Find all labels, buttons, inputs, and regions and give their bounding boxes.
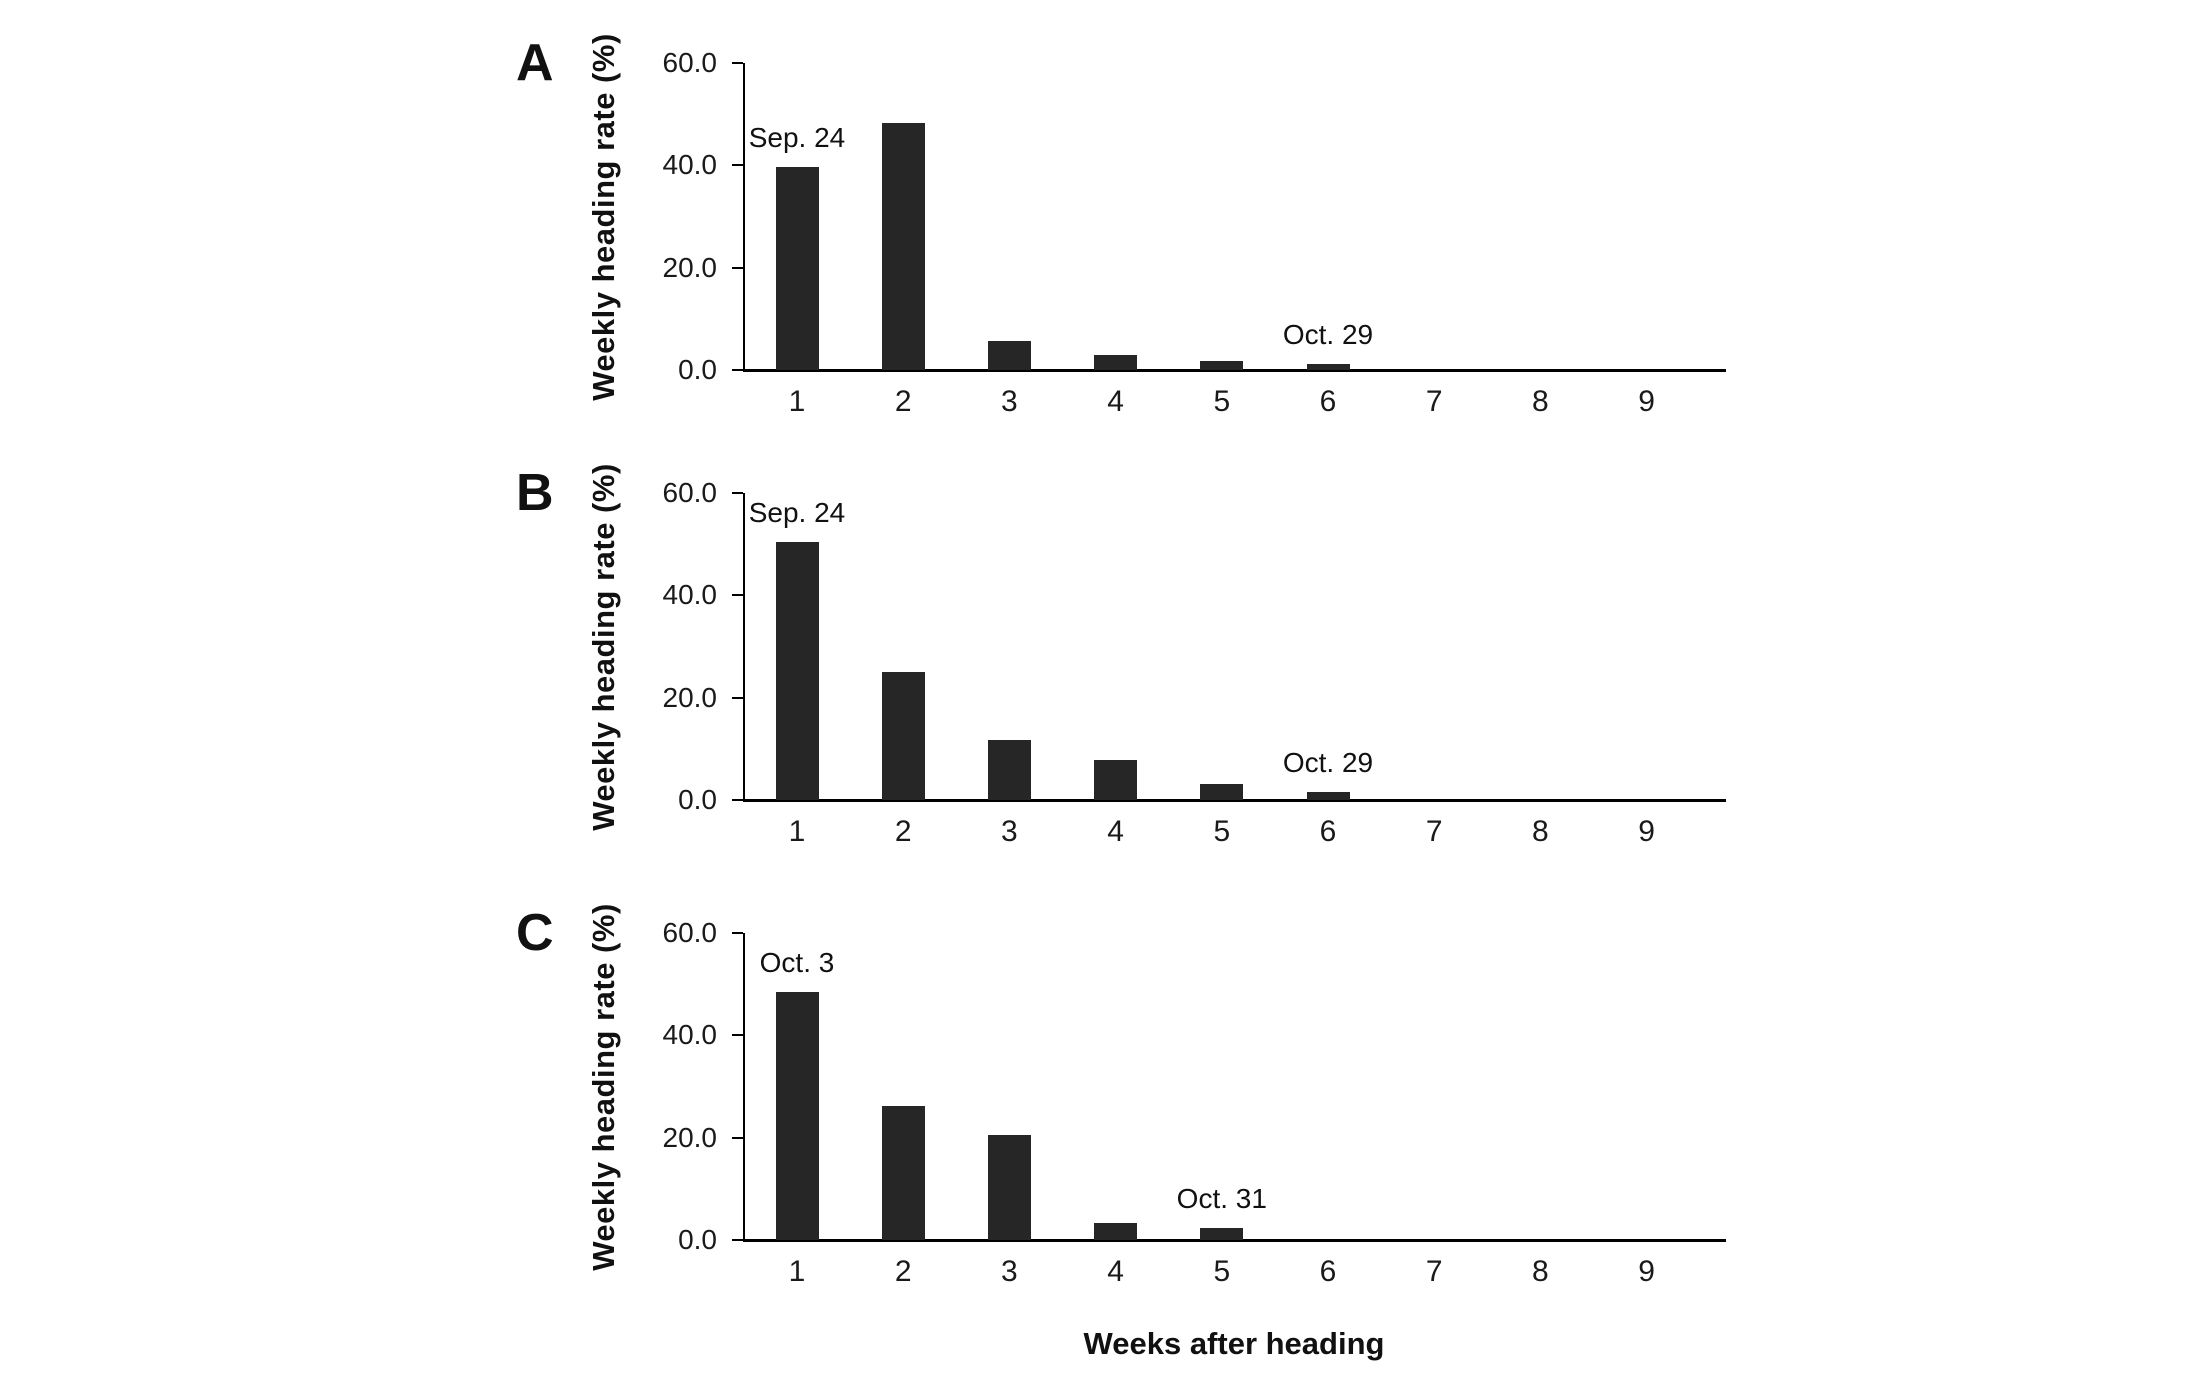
y-tick-label: 20.0: [662, 681, 718, 713]
x-axis-line: [743, 1239, 1726, 1242]
panel-b-plot-area: 0.0 20.0 40.0 60.0 1 2 3 4 5 6 7 8 9 Sep. 24 Oct. 29: [663, 478, 1726, 848]
y-axis-tick: [732, 1136, 743, 1139]
y-tick-label: 0.0: [678, 784, 717, 815]
x-tick-label: 3: [1001, 815, 1018, 848]
bar-week-4: [1094, 354, 1138, 370]
x-tick-label: 1: [788, 815, 806, 848]
bar-week-3: [987, 740, 1031, 800]
annotation-1: Sep. 24: [748, 121, 846, 153]
y-tick-label: 20.0: [662, 251, 718, 283]
y-tick-label: 60.0: [662, 47, 718, 78]
bar-week-4: [1094, 759, 1138, 800]
panel-a: A Weekly heading rate (%) 0.0 20.0 40.0 60.…: [500, 33, 1800, 503]
y-axis-tick: [732, 266, 743, 269]
x-tick-label: 6: [1319, 815, 1337, 848]
x-tick-label: 2: [894, 1255, 912, 1288]
y-axis-tick: [732, 1034, 743, 1037]
panel-c-plot-area: 0.0 20.0 40.0 60.0 1 2 3 4 5 6 7 8 9 Oct. 3 Oct. 31: [663, 918, 1726, 1288]
bar-week-3: [987, 341, 1031, 370]
y-tick-label: 40.0: [662, 1019, 718, 1051]
bar-week-1: [775, 542, 819, 800]
bar-week-6: [1306, 363, 1350, 370]
x-tick-label: 8: [1532, 385, 1549, 418]
y-axis-tick: [732, 594, 743, 597]
x-tick-label: 8: [1532, 1255, 1549, 1288]
y-tick-label: 40.0: [662, 149, 718, 181]
x-tick-label: 3: [1001, 1255, 1018, 1288]
bar-week-5: [1200, 360, 1244, 370]
x-tick-label: 5: [1213, 1255, 1231, 1288]
y-axis-tick: [732, 696, 743, 699]
x-tick-label: 1: [788, 1255, 806, 1288]
x-tick-label: 7: [1425, 385, 1443, 418]
y-tick-label: 40.0: [662, 579, 718, 611]
x-axis-line: [743, 799, 1726, 802]
x-tick-label: 5: [1213, 385, 1231, 418]
annotation-6: Oct. 29: [1282, 747, 1374, 779]
x-tick-label: 6: [1319, 385, 1337, 418]
bar-week-5: [1200, 1228, 1244, 1240]
annotation-6: Oct. 29: [1282, 318, 1374, 350]
y-tick-label: 0.0: [678, 1224, 717, 1255]
x-tick-label: 2: [894, 385, 912, 418]
bar-week-4: [1094, 1222, 1138, 1240]
y-axis-tick: [732, 1239, 743, 1241]
panel-a-plot-area: 0.0 20.0 40.0 60.0 1 2 3 4 5 6 7 8 9 Sep. 24 Oct. 29: [663, 48, 1726, 418]
x-tick-label: 5: [1213, 815, 1231, 848]
x-axis-line: [743, 369, 1726, 372]
y-axis-tick: [732, 799, 743, 801]
x-tick-label: 9: [1638, 815, 1655, 848]
bar-week-2: [881, 1105, 925, 1240]
x-tick-label: 9: [1638, 385, 1655, 418]
y-tick-label: 60.0: [662, 917, 718, 948]
x-tick-label: 2: [894, 815, 912, 848]
panel-c-letter: C: [516, 904, 555, 962]
x-tick-label: 6: [1319, 1255, 1337, 1288]
y-axis-tick: [732, 62, 743, 64]
x-tick-label: 7: [1425, 815, 1443, 848]
panel-a-y-axis-title: Weekly heading rate (%): [586, 33, 621, 401]
bar-week-2: [881, 122, 925, 370]
annotation-1: Oct. 3: [759, 947, 835, 979]
bar-week-6: [1306, 792, 1350, 800]
y-axis-line: [743, 63, 745, 370]
y-axis-line: [743, 933, 745, 1240]
bar-week-2: [881, 672, 925, 800]
annotation-5: Oct. 31: [1176, 1183, 1267, 1215]
y-tick-label: 60.0: [662, 477, 718, 508]
panel-b-y-axis-title: Weekly heading rate (%): [586, 463, 621, 831]
y-axis-tick: [732, 164, 743, 167]
y-axis-tick: [732, 932, 743, 934]
y-axis-line: [743, 493, 745, 800]
x-tick-label: 4: [1107, 1255, 1124, 1288]
x-tick-label: 4: [1107, 815, 1124, 848]
panel-b: B Weekly heading rate (%) 0.0 20.0 40.0 60.…: [500, 463, 1800, 933]
panel-a-letter: A: [516, 34, 555, 92]
panel-c-y-axis-title: Weekly heading rate (%): [586, 903, 621, 1271]
x-tick-label: 1: [788, 385, 806, 418]
y-tick-label: 20.0: [662, 1121, 718, 1153]
x-tick-label: 4: [1107, 385, 1124, 418]
x-tick-label: 7: [1425, 1255, 1443, 1288]
bar-week-5: [1200, 783, 1244, 800]
y-axis-tick: [732, 369, 743, 371]
bar-week-1: [775, 992, 819, 1240]
x-tick-label: 3: [1001, 385, 1018, 418]
x-axis-title: Weeks after heading: [1083, 1326, 1385, 1361]
panel-c: C Weekly heading rate (%) 0.0 20.0 40.0 60.…: [500, 903, 1800, 1373]
bar-week-3: [987, 1134, 1031, 1240]
x-tick-label: 9: [1638, 1255, 1655, 1288]
y-axis-tick: [732, 492, 743, 494]
x-tick-label: 8: [1532, 815, 1549, 848]
bar-week-1: [775, 166, 819, 370]
annotation-1: Sep. 24: [748, 497, 846, 529]
y-tick-label: 0.0: [678, 354, 717, 385]
panel-b-letter: B: [516, 464, 555, 522]
